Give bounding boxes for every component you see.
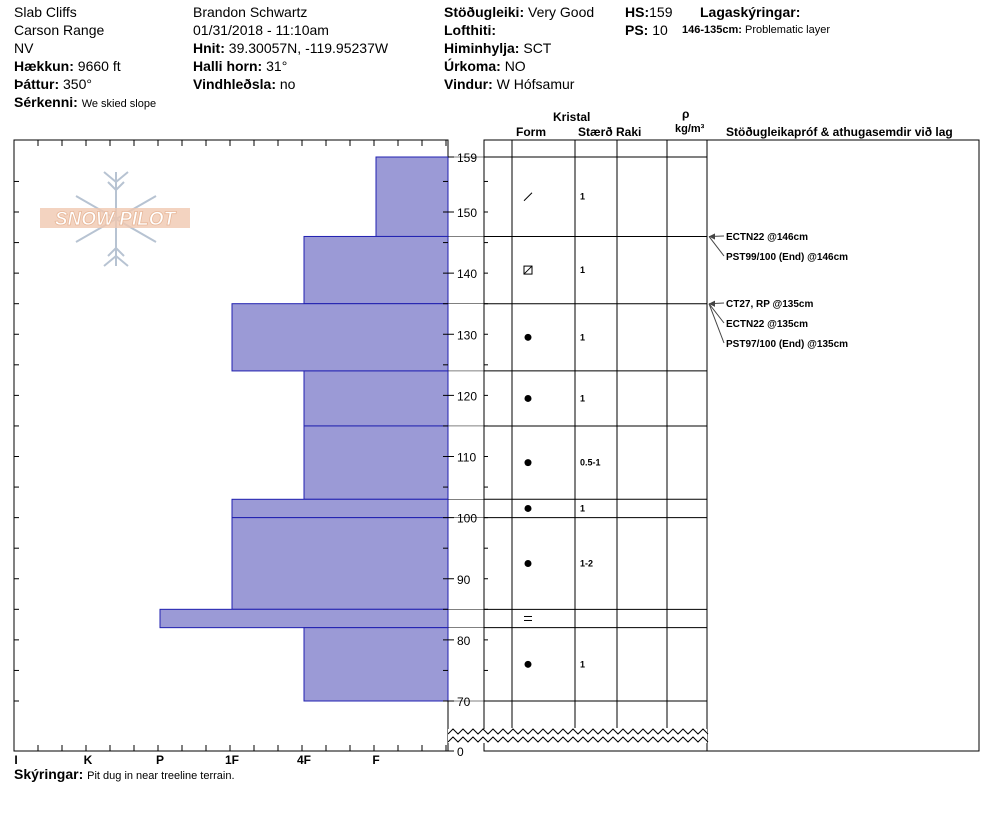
hardness-bar xyxy=(231,498,449,519)
test-leader-line xyxy=(708,303,725,344)
hardness-bar xyxy=(231,517,449,610)
aspect-row: Þáttur: 350° xyxy=(14,76,92,92)
sky-row: Himinhylja: SCT xyxy=(444,40,552,56)
svg-text:SNOW PILOT: SNOW PILOT xyxy=(55,209,177,230)
y-tick-label: 80 xyxy=(457,634,471,648)
crystal-size-label: 1 xyxy=(580,265,585,275)
feature-row: Sérkenni: We skied slope xyxy=(14,94,157,110)
size-header: Stærð xyxy=(578,125,613,139)
rounded-grain-icon xyxy=(524,504,532,512)
crystal-size-label: 0.5-1 xyxy=(580,458,601,468)
slope-row: Halli horn: 31° xyxy=(193,58,288,74)
state-name: NV xyxy=(14,40,34,56)
axis-break-line xyxy=(447,728,709,735)
y-tick-label: 159 xyxy=(457,151,477,165)
crystal-size-label: 1 xyxy=(580,393,585,403)
test-arrow-icon xyxy=(709,300,715,307)
density-symbol: ρ xyxy=(682,107,690,121)
footer-notes: Skýringar: Pit dug in near treeline terr… xyxy=(14,766,235,782)
density-unit: kg/m³ xyxy=(675,123,705,135)
rounded-grain-icon xyxy=(524,559,532,567)
elevation-row: Hækkun: 9660 ft xyxy=(14,58,121,74)
faceted-rounded-icon xyxy=(523,265,533,275)
hs-row: HS:159 xyxy=(625,4,673,20)
hardness-bar xyxy=(375,156,449,237)
layer-notes-label: Lagaskýringar: xyxy=(700,4,801,20)
hardness-bar xyxy=(303,235,449,305)
hardness-tick-label: 4F xyxy=(297,753,311,767)
precip-row: Úrkoma: NO xyxy=(444,58,526,74)
datetime: 01/31/2018 - 11:10am xyxy=(193,22,329,38)
hardness-tick-label: P xyxy=(156,753,164,767)
crystal-header: Kristal xyxy=(553,110,591,124)
rounded-grain-icon xyxy=(524,394,532,402)
y-tick-label: 100 xyxy=(457,512,477,526)
stability-row: Stöðugleiki: Very Good xyxy=(444,4,595,20)
rounded-grain-icon xyxy=(524,459,532,467)
y-tick-label: 70 xyxy=(457,695,471,709)
air-temp-row: Lofthiti: xyxy=(444,22,497,38)
hardness-bar xyxy=(159,608,449,629)
stability-test-label: ECTN22 @135cm xyxy=(726,319,808,330)
stability-test-label: ECTN22 @146cm xyxy=(726,232,808,243)
form-header: Form xyxy=(516,125,546,139)
y-tick-label: 110 xyxy=(457,451,476,465)
wind-loading-row: Vindhleðsla: no xyxy=(193,76,296,92)
decomposing-grain-icon xyxy=(523,192,533,202)
crystal-size-label: 1 xyxy=(580,659,585,669)
y-tick-label: 90 xyxy=(457,573,471,587)
snowflake-icon: SNOW PILOT xyxy=(40,171,190,267)
axis-break-gap xyxy=(448,729,707,743)
rounded-grain-icon xyxy=(524,660,532,668)
crystal-size-label: 1 xyxy=(580,503,585,513)
hardness-tick-label: 1F xyxy=(225,753,239,767)
faceted-rounded-icon-slash xyxy=(523,265,533,275)
hardness-tick-label: I xyxy=(14,753,17,767)
y-tick-label: 120 xyxy=(457,389,477,403)
wind-row: Vindur: W Hófsamur xyxy=(444,76,575,92)
crystal-size-label: 1-2 xyxy=(580,558,593,568)
test-leader-line xyxy=(708,236,725,257)
hardness-tick-label: K xyxy=(84,753,93,767)
layers-table-frame xyxy=(483,139,980,752)
layer-note: 146-135cm: Problematic layer xyxy=(682,24,830,36)
stability-test-label: CT27, RP @135cm xyxy=(726,299,813,310)
y-tick-label: 0 xyxy=(457,745,464,759)
rounded-grain-icon xyxy=(524,333,532,341)
hardness-bar xyxy=(231,303,449,372)
crystal-size-label: 1 xyxy=(580,192,585,202)
test-leader-line xyxy=(708,303,725,324)
y-tick-label: 140 xyxy=(457,267,477,281)
coords-row: Hnit: 39.30057N, -119.95237W xyxy=(193,40,389,56)
axis-break-line xyxy=(447,736,709,743)
test-arrow-icon xyxy=(709,233,715,240)
moisture-header: Raki xyxy=(616,125,642,139)
observer-name: Brandon Schwartz xyxy=(193,4,308,20)
stability-test-label: PST99/100 (End) @146cm xyxy=(726,252,848,263)
hardness-bar xyxy=(303,627,449,702)
y-tick-label: 130 xyxy=(457,328,477,342)
snowpilot-logo: SNOW PILOT xyxy=(38,170,198,270)
location-name: Slab Cliffs xyxy=(14,4,77,20)
y-tick-label: 150 xyxy=(457,206,477,220)
hardness-tick-label: F xyxy=(372,753,379,767)
tests-header: Stöðugleikapróf & athugasemdir við lag xyxy=(726,125,953,139)
hardness-bar xyxy=(303,370,449,427)
range-name: Carson Range xyxy=(14,22,105,38)
stability-test-label: PST97/100 (End) @135cm xyxy=(726,339,848,350)
ps-row: PS: 10 xyxy=(625,22,668,38)
hardness-bar xyxy=(303,425,449,500)
crystal-size-label: 1 xyxy=(580,332,585,342)
